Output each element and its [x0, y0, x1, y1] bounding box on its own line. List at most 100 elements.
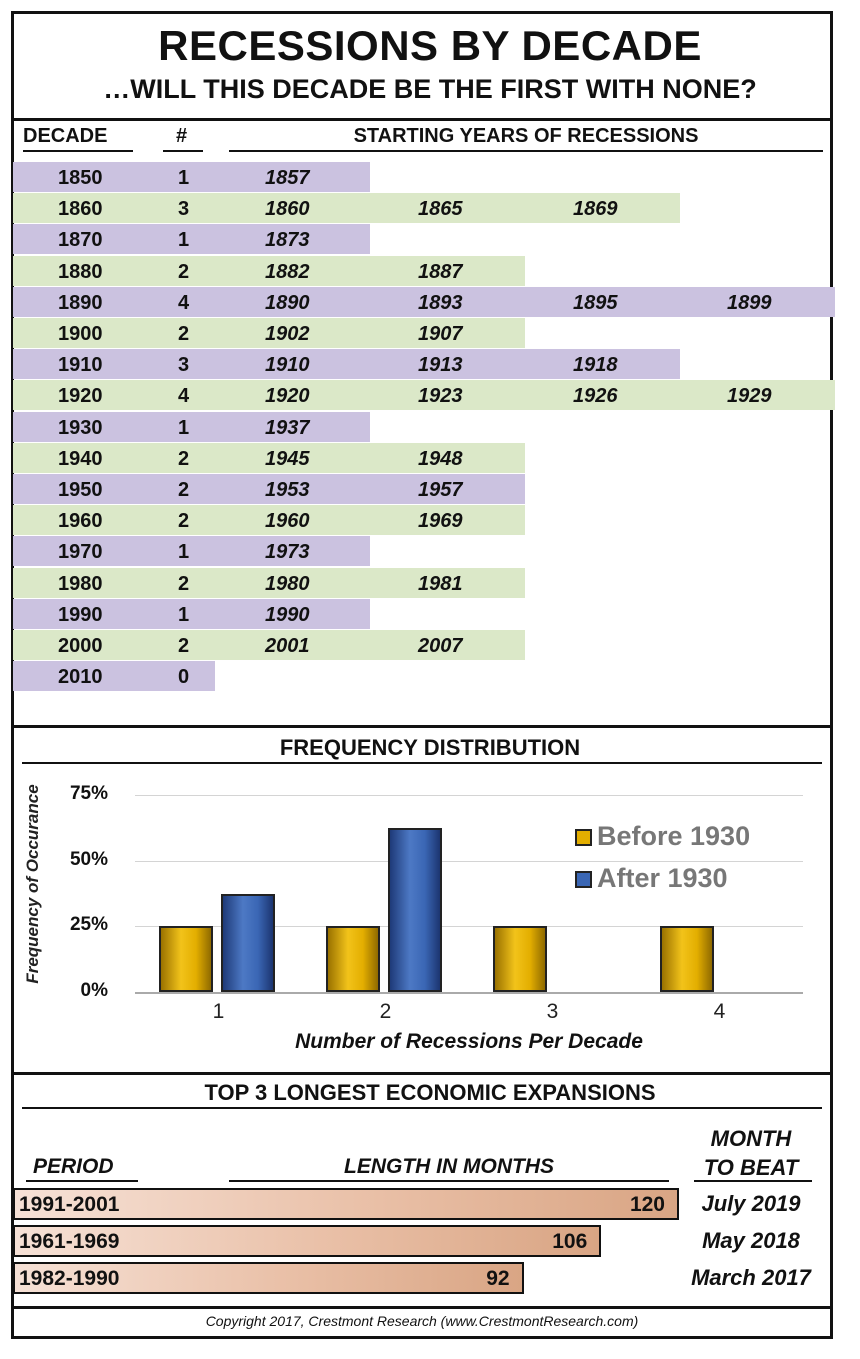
row-count: 2 [178, 323, 190, 345]
bar-before-1930 [158, 926, 213, 992]
col-header-count: # [176, 125, 188, 147]
row-year: 2001 [265, 635, 310, 657]
row-year: 1923 [418, 385, 463, 408]
table-row: 1940 2 1945 1948 [13, 442, 525, 473]
row-decade: 1960 [58, 510, 103, 533]
month-to-beat: May 2018 [702, 1228, 800, 1253]
gridline [135, 860, 803, 862]
chart-title: FREQUENCY DISTRIBUTION [279, 735, 581, 760]
month-to-beat: July 2019 [701, 1191, 801, 1216]
table-row: 2010 0 [13, 661, 215, 692]
y-tick-label: 75% [69, 783, 108, 804]
table-row: 1910 3 1910 1913 1918 [13, 349, 680, 380]
row-year: 1865 [418, 198, 463, 221]
table-row: 1860 3 1860 1865 1869 [13, 193, 680, 224]
footer-divider [11, 1306, 833, 1309]
row-year: 1918 [573, 354, 618, 377]
chart-ylabel: Frequency of Occurance [23, 784, 42, 984]
legend-swatch-before [575, 829, 592, 846]
row-year: 1890 [265, 291, 310, 314]
table-row: 1930 1 1937 [13, 411, 370, 442]
row-year: 1980 [265, 572, 310, 595]
row-year: 1937 [265, 416, 310, 439]
bar-before-1930 [492, 926, 547, 992]
row-count: 2 [178, 635, 190, 657]
expansion-period: 1961-1969 [19, 1230, 120, 1253]
col-header-period-underline [26, 1180, 138, 1182]
row-count: 1 [178, 603, 190, 626]
row-year: 1869 [573, 198, 618, 221]
col-header-length-underline [229, 1180, 669, 1182]
row-decade: 1910 [58, 354, 103, 377]
table-divider [11, 725, 833, 728]
expansion-period: 1991-2001 [19, 1193, 120, 1216]
x-tick-label: 1 [212, 1000, 225, 1023]
row-decade: 1890 [58, 291, 103, 314]
x-tick-label: 4 [713, 1000, 726, 1023]
expansion-bar: 1982-1990 92 [13, 1262, 524, 1294]
row-decade: 1950 [58, 479, 103, 501]
expansion-length: 92 [486, 1267, 510, 1290]
row-decade: 1940 [58, 447, 103, 470]
row-year: 1907 [418, 323, 463, 345]
row-year: 2007 [418, 635, 463, 657]
row-count: 0 [178, 666, 190, 689]
row-count: 2 [178, 572, 190, 595]
table-row: 1900 2 1902 1907 [13, 318, 525, 348]
page-subtitle: …WILL THIS DECADE BE THE FIRST WITH NONE… [103, 74, 757, 104]
row-count: 3 [178, 354, 190, 377]
row-decade: 1980 [58, 572, 103, 595]
row-count: 2 [178, 260, 190, 283]
table-row: 1950 2 1953 1957 [13, 474, 525, 504]
row-decade: 1930 [58, 416, 103, 439]
col-header-count-underline [163, 150, 203, 152]
expansion-bar: 1961-1969 106 [13, 1225, 602, 1257]
row-year: 1887 [418, 260, 463, 283]
row-year: 1860 [265, 198, 310, 221]
table-row: 1980 2 1980 1981 [13, 567, 525, 598]
copyright-text: Copyright 2017, Crestmont Research (www.… [205, 1313, 639, 1329]
y-tick-label: 25% [69, 914, 108, 936]
table-row: 1880 2 1882 1887 [13, 255, 525, 286]
col-header-decade: DECADE [23, 125, 108, 147]
row-decade: 1850 [58, 167, 103, 189]
row-year: 1929 [727, 385, 772, 408]
legend-swatch-after [575, 871, 592, 888]
page-title: RECESSIONS BY DECADE [158, 22, 702, 69]
x-tick-label: 2 [379, 1000, 392, 1023]
row-decade: 1970 [58, 541, 103, 564]
table-row: 1870 1 1873 [13, 224, 370, 255]
expansions-title: TOP 3 LONGEST ECONOMIC EXPANSIONS [204, 1080, 656, 1105]
infographic-frame [11, 11, 833, 1339]
col-header-month-underline [694, 1180, 812, 1182]
row-count: 3 [178, 198, 190, 221]
row-year: 1873 [265, 229, 310, 252]
bar-after-1930 [387, 827, 442, 992]
row-decade: 1860 [58, 198, 103, 221]
row-decade: 1920 [58, 385, 103, 408]
row-decade: 1900 [58, 323, 103, 345]
row-year: 1948 [418, 447, 463, 470]
table-row: 2000 2 2001 2007 [13, 630, 525, 660]
y-tick-label: 0% [80, 980, 108, 1001]
row-decade: 1870 [58, 229, 103, 252]
month-to-beat: March 2017 [691, 1265, 811, 1290]
row-year: 1882 [265, 260, 310, 283]
title-divider [11, 118, 833, 121]
row-year: 1857 [265, 167, 310, 189]
table-row: 1990 1 1990 [13, 598, 370, 629]
table-row: 1850 1 1857 [13, 162, 370, 192]
col-header-years: STARTING YEARS OF RECESSIONS [353, 125, 699, 147]
row-year: 1981 [418, 572, 463, 595]
row-count: 2 [178, 479, 190, 501]
gridline [135, 992, 803, 994]
y-tick-label: 50% [69, 848, 108, 870]
x-tick-label: 3 [546, 1000, 559, 1023]
col-header-month-line2: TO BEAT [703, 1155, 799, 1180]
row-year: 1945 [265, 447, 310, 470]
row-count: 1 [178, 167, 190, 189]
row-year: 1913 [418, 354, 463, 377]
row-year: 1926 [573, 385, 618, 408]
row-year: 1990 [265, 603, 310, 626]
expansion-bar: 1991-2001 120 [13, 1188, 679, 1220]
